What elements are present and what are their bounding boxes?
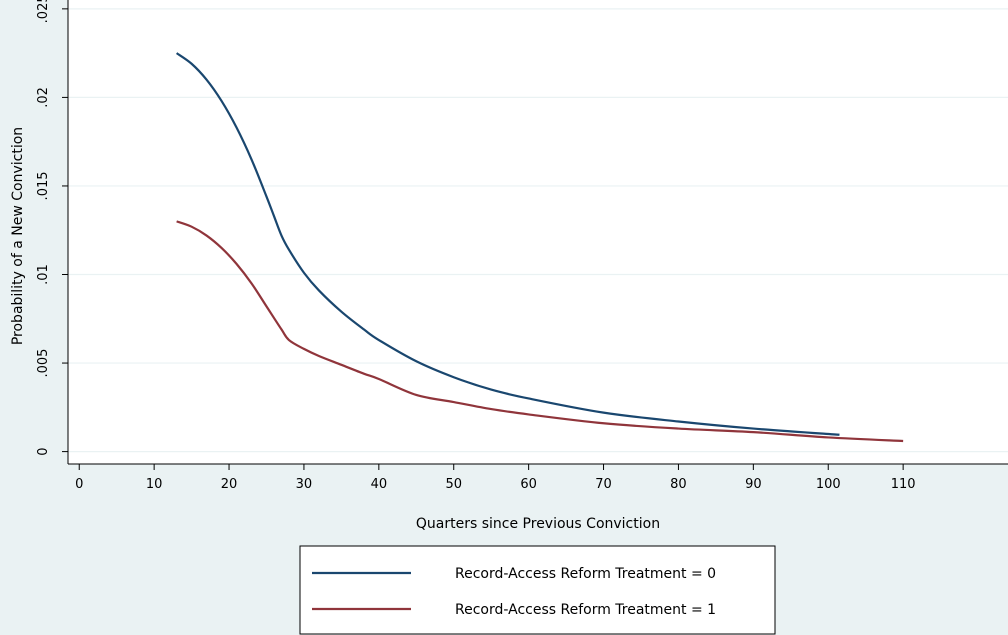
x-tick-label: 100 (816, 477, 841, 492)
grid-lines (68, 8, 1008, 453)
y-tick-label: .01 (36, 264, 51, 285)
x-tick-label: 20 (221, 477, 238, 492)
legend-box (299, 545, 776, 635)
x-axis-title: Quarters since Previous Conviction (416, 516, 660, 532)
y-tick-label: .02 (36, 87, 51, 108)
legend-label-0: Record-Access Reform Treatment = 0 (455, 566, 716, 582)
x-tick-label: 40 (371, 477, 388, 492)
y-tick-label: .015 (36, 171, 51, 200)
y-axis-title: Probability of a New Conviction (10, 127, 26, 345)
x-tick-label: 10 (146, 477, 163, 492)
y-tick-label: .025 (36, 0, 51, 23)
plot-area (68, 0, 1008, 464)
x-tick-label: 60 (520, 477, 537, 492)
x-tick-label: 70 (595, 477, 612, 492)
tick-labels: 0 .005 .01 .015 .02 .025 0 10 20 30 40 50 60 70 80 90 10… (36, 0, 916, 492)
x-tick-label: 30 (296, 477, 313, 492)
y-tick-label: .005 (36, 349, 51, 378)
series-line-1 (176, 220, 904, 443)
series-line-0 (175, 52, 840, 436)
axes (62, 0, 1008, 470)
x-tick-label: 50 (445, 477, 462, 492)
x-tick-label: 80 (670, 477, 687, 492)
legend: Record-Access Reform Treatment = 0 Record… (299, 545, 776, 635)
x-tick-label: 110 (891, 477, 916, 492)
series-lines (175, 52, 904, 443)
y-tick-label: 0 (36, 447, 51, 455)
legend-label-1: Record-Access Reform Treatment = 1 (455, 602, 716, 618)
x-tick-label: 90 (745, 477, 762, 492)
x-tick-label: 0 (75, 477, 83, 492)
